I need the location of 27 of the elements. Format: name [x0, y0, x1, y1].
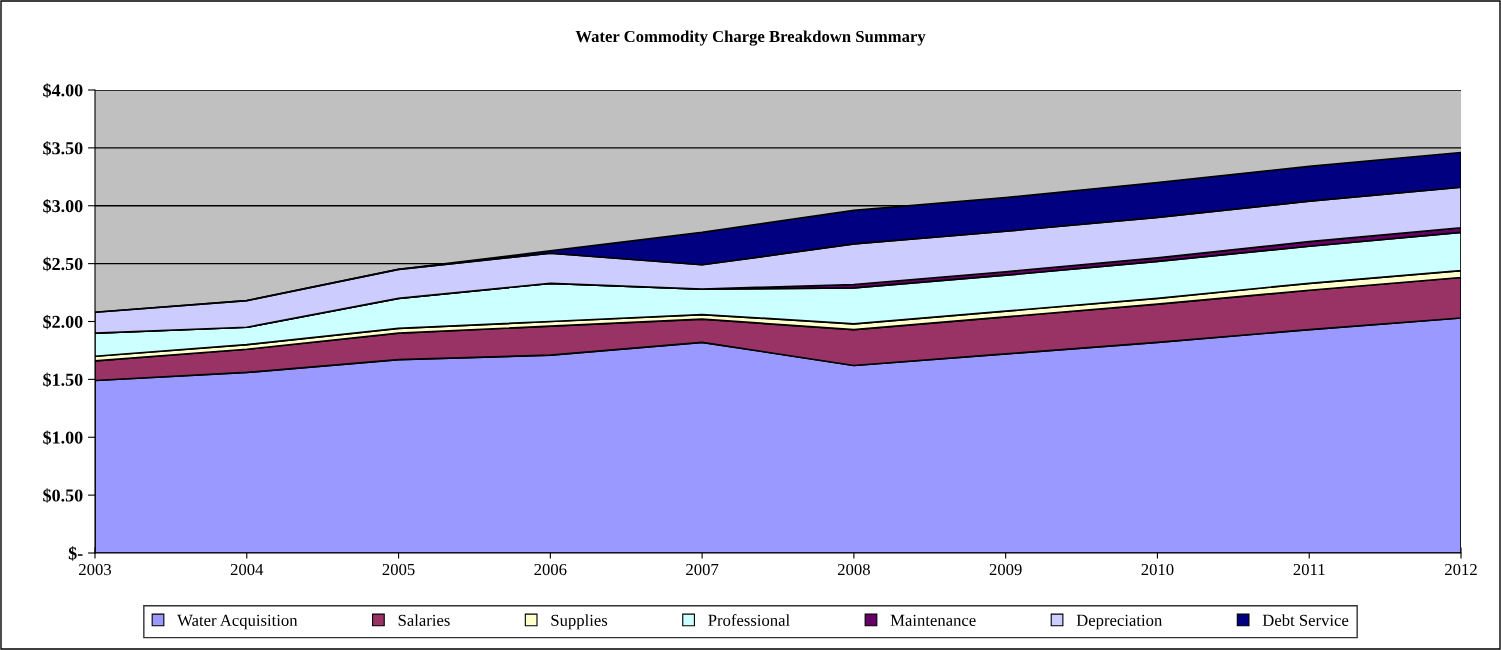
x-tick-label: 2005 [382, 563, 415, 576]
chart-title: Water Commodity Charge Breakdown Summary [575, 30, 926, 46]
x-tick-label: 2011 [1293, 563, 1325, 576]
legend-label: Depreciation [1076, 614, 1163, 630]
y-tick-label: $2.00 [43, 314, 83, 330]
legend-label: Salaries [398, 614, 450, 626]
x-tick-label: 2009 [989, 563, 1022, 576]
legend-label: Supplies [551, 614, 608, 630]
x-tick-label: 2003 [79, 563, 112, 576]
legend-label: Debt Service [1262, 614, 1349, 626]
legend-label: Water Acquisition [177, 614, 298, 630]
y-tick-label: $0.50 [43, 488, 83, 503]
y-tick-label: $1.50 [43, 372, 83, 388]
y-tick-label: $3.00 [43, 198, 83, 214]
x-tick-label: 2008 [837, 563, 870, 576]
x-tick-label: 2010 [1141, 563, 1174, 576]
legend-label: Maintenance [890, 614, 976, 626]
legend-label: Professional [708, 614, 790, 626]
y-tick-label: $4.00 [43, 83, 83, 98]
x-tick-label: 2012 [1445, 563, 1477, 576]
y-tick-label: $1.00 [43, 430, 83, 445]
y-tick-label: $2.50 [43, 256, 83, 272]
x-tick-label: 2006 [534, 563, 567, 576]
y-tick-label: $- [68, 546, 83, 561]
x-tick-label: 2004 [230, 563, 264, 576]
y-tick-label: $3.50 [43, 141, 83, 156]
x-tick-label: 2007 [686, 563, 719, 576]
